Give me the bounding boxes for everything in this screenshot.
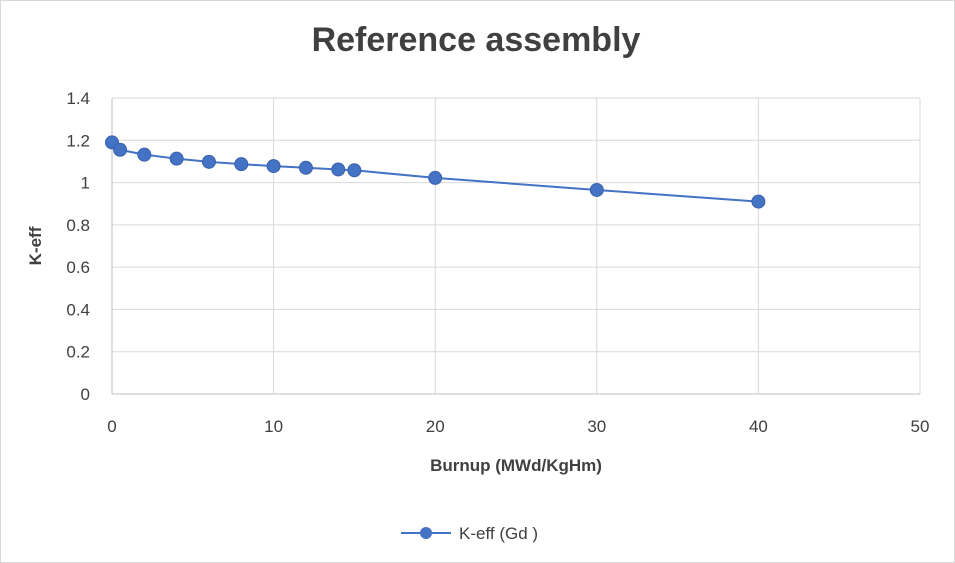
series-layer <box>105 135 766 209</box>
legend: K-eff (Gd ) <box>401 524 538 543</box>
x-tick-label: 10 <box>264 417 283 436</box>
data-point <box>113 142 128 157</box>
x-tick-label: 20 <box>426 417 445 436</box>
y-tick-label: 1.4 <box>66 89 90 108</box>
data-point <box>234 157 249 172</box>
axes: 0 0.2 0.4 0.6 0.8 1 1.2 1.4 0 10 20 30 40 50 <box>66 89 929 436</box>
y-axis-label: K-eff <box>26 226 45 265</box>
data-point <box>589 182 604 197</box>
data-point <box>298 160 313 175</box>
x-tick-label: 40 <box>749 417 768 436</box>
x-axis-label: Burnup (MWd/KgHm) <box>430 456 602 475</box>
grid-lines <box>111 97 921 395</box>
legend-label: K-eff (Gd ) <box>459 524 538 543</box>
legend-marker <box>420 527 432 539</box>
data-point <box>751 194 766 209</box>
y-tick-label: 0.6 <box>66 258 90 277</box>
y-tick-label: 1.2 <box>66 131 90 150</box>
data-point <box>428 170 443 185</box>
y-tick-label: 0.8 <box>66 216 90 235</box>
y-tick-label: 0 <box>81 385 90 404</box>
data-point <box>347 163 362 178</box>
y-tick-label: 0.4 <box>66 300 90 319</box>
y-tick-label: 0.2 <box>66 343 90 362</box>
data-point <box>266 159 281 174</box>
x-tick-label: 0 <box>107 417 116 436</box>
y-tick-label: 1 <box>81 174 90 193</box>
data-point <box>169 151 184 166</box>
x-tick-label: 50 <box>911 417 930 436</box>
x-tick-label: 30 <box>587 417 606 436</box>
chart-title: Reference assembly <box>312 21 641 59</box>
data-point <box>201 154 216 169</box>
data-point <box>331 162 346 177</box>
data-point <box>137 147 152 162</box>
